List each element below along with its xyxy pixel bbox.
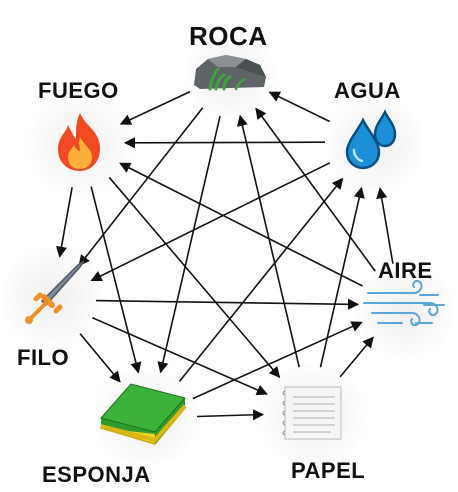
paper-icon (282, 386, 342, 440)
wind-icon (363, 279, 445, 327)
arrow-agua-to-fuego (123, 137, 326, 149)
arrow-aire-to-roca (255, 107, 376, 272)
water-drops-icon (345, 109, 397, 170)
node-label-agua: AGUA (334, 78, 401, 103)
node-label-filo: FILO (17, 345, 70, 370)
arrow-papel-to-aire (339, 336, 374, 378)
rock-icon (194, 55, 266, 91)
arrow-filo-to-esponja (79, 333, 121, 383)
sword-icon (25, 260, 85, 324)
arrow-agua-to-filo (90, 162, 331, 282)
arrow-filo-to-aire (95, 298, 360, 310)
edges-group (55, 90, 394, 421)
arrow-roca-to-esponja (157, 115, 221, 374)
arrow-papel-to-roca (236, 114, 300, 368)
node-label-aire: AIRE (378, 258, 433, 283)
fire-icon (58, 113, 100, 171)
arrow-fuego-to-filo (55, 187, 73, 258)
arrow-roca-to-filo (78, 107, 204, 267)
arrow-aire-to-agua (376, 187, 394, 264)
arrow-filo-to-papel (91, 316, 268, 396)
node-label-roca: ROCA (189, 21, 268, 51)
arrow-esponja-to-agua (178, 177, 344, 382)
node-label-esponja: ESPONJA (42, 462, 151, 487)
arrow-aire-to-fuego (119, 162, 363, 287)
node-label-papel: PAPEL (291, 458, 366, 483)
arrow-esponja-to-papel (196, 409, 265, 421)
node-label-fuego: FUEGO (38, 78, 119, 103)
arrow-fuego-to-esponja (90, 186, 142, 374)
arrow-roca-to-fuego (119, 90, 191, 125)
arrow-fuego-to-papel (108, 176, 281, 379)
arrow-agua-to-roca (268, 91, 331, 123)
arrow-papel-to-agua (319, 186, 365, 368)
sponge-icon (99, 383, 187, 445)
arrow-esponja-to-aire (192, 321, 363, 400)
